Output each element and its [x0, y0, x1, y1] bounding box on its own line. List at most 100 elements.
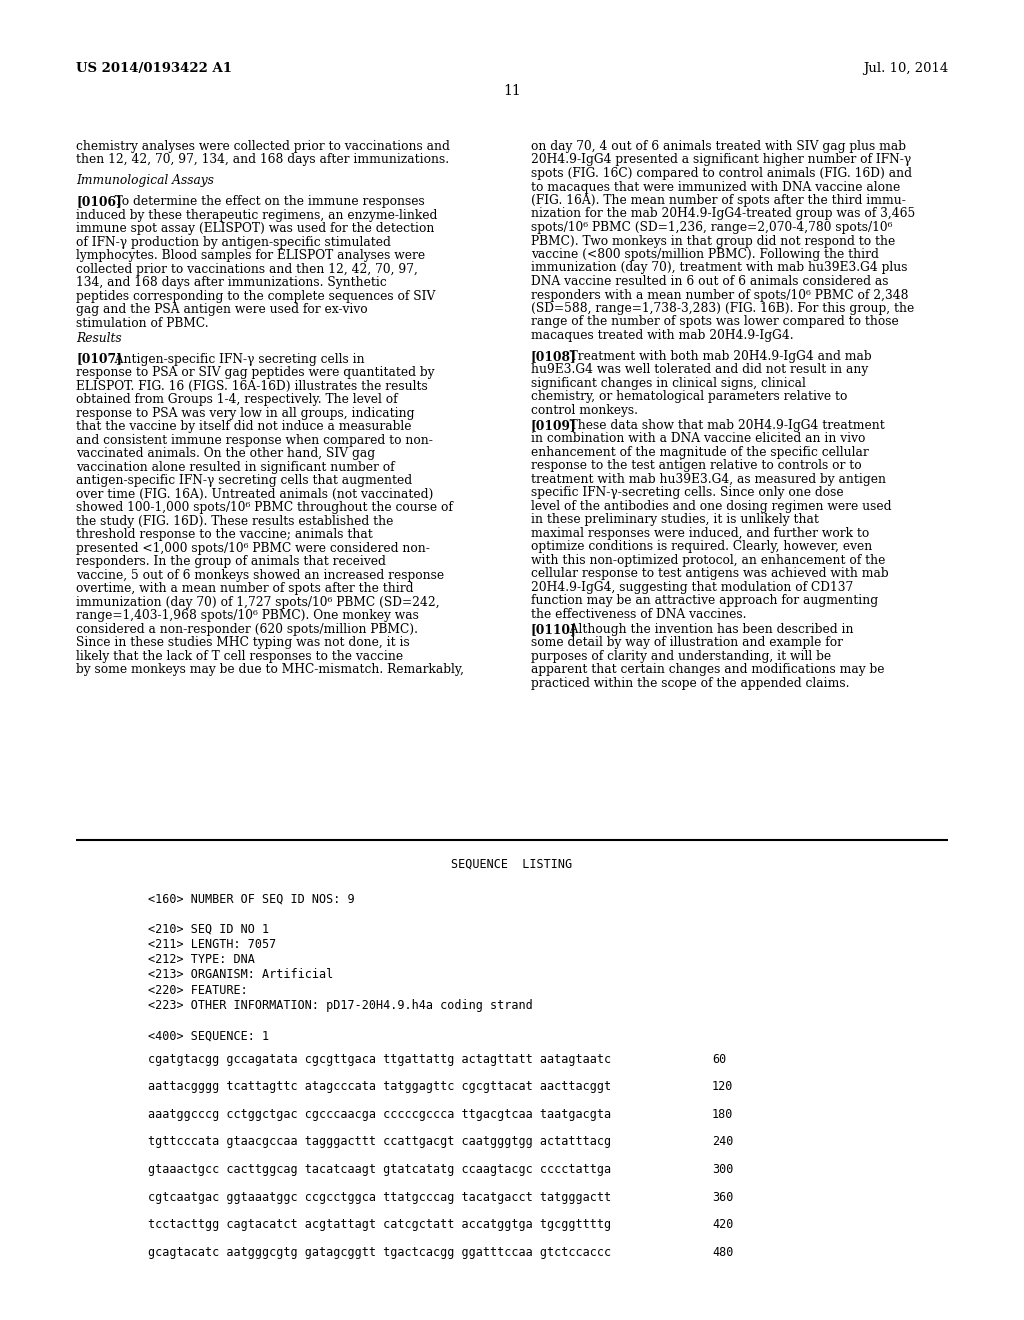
- Text: <210> SEQ ID NO 1: <210> SEQ ID NO 1: [148, 923, 269, 936]
- Text: 134, and 168 days after immunizations. Synthetic: 134, and 168 days after immunizations. S…: [76, 276, 387, 289]
- Text: [0107]: [0107]: [76, 352, 122, 366]
- Text: cgtcaatgac ggtaaatggc ccgcctggca ttatgcccag tacatgacct tatgggactt: cgtcaatgac ggtaaatggc ccgcctggca ttatgcc…: [148, 1191, 611, 1204]
- Text: in these preliminary studies, it is unlikely that: in these preliminary studies, it is unli…: [531, 513, 819, 527]
- Text: immunization (day 70), treatment with mab hu39E3.G4 plus: immunization (day 70), treatment with ma…: [531, 261, 907, 275]
- Text: chemistry analyses were collected prior to vaccinations and: chemistry analyses were collected prior …: [76, 140, 450, 153]
- Text: 420: 420: [712, 1218, 733, 1232]
- Text: PBMC). Two monkeys in that group did not respond to the: PBMC). Two monkeys in that group did not…: [531, 235, 895, 248]
- Text: presented <1,000 spots/10⁶ PBMC were considered non-: presented <1,000 spots/10⁶ PBMC were con…: [76, 541, 430, 554]
- Text: 60: 60: [712, 1052, 726, 1065]
- Text: 480: 480: [712, 1246, 733, 1259]
- Text: the effectiveness of DNA vaccines.: the effectiveness of DNA vaccines.: [531, 607, 746, 620]
- Text: over time (FIG. 16A). Untreated animals (not vaccinated): over time (FIG. 16A). Untreated animals …: [76, 487, 433, 500]
- Text: level of the antibodies and one dosing regimen were used: level of the antibodies and one dosing r…: [531, 500, 892, 512]
- Text: 20H4.9-IgG4 presented a significant higher number of IFN-γ: 20H4.9-IgG4 presented a significant high…: [531, 153, 911, 166]
- Text: peptides corresponding to the complete sequences of SIV: peptides corresponding to the complete s…: [76, 290, 435, 302]
- Text: (SD=588, range=1,738-3,283) (FIG. 16B). For this group, the: (SD=588, range=1,738-3,283) (FIG. 16B). …: [531, 302, 914, 315]
- Text: 180: 180: [712, 1107, 733, 1121]
- Text: antigen-specific IFN-γ secreting cells that augmented: antigen-specific IFN-γ secreting cells t…: [76, 474, 412, 487]
- Text: 11: 11: [503, 84, 521, 98]
- Text: Results: Results: [76, 331, 122, 345]
- Text: Although the invention has been described in: Although the invention has been describe…: [558, 623, 854, 636]
- Text: immune spot assay (ELISPOT) was used for the detection: immune spot assay (ELISPOT) was used for…: [76, 222, 434, 235]
- Text: ELISPOT. FIG. 16 (FIGS. 16A-16D) illustrates the results: ELISPOT. FIG. 16 (FIGS. 16A-16D) illustr…: [76, 380, 428, 392]
- Text: threshold response to the vaccine; animals that: threshold response to the vaccine; anima…: [76, 528, 373, 541]
- Text: nization for the mab 20H4.9-IgG4-treated group was of 3,465: nization for the mab 20H4.9-IgG4-treated…: [531, 207, 915, 220]
- Text: <160> NUMBER OF SEQ ID NOS: 9: <160> NUMBER OF SEQ ID NOS: 9: [148, 892, 354, 906]
- Text: <211> LENGTH: 7057: <211> LENGTH: 7057: [148, 939, 276, 950]
- Text: To determine the effect on the immune responses: To determine the effect on the immune re…: [103, 195, 425, 209]
- Text: gtaaactgcc cacttggcag tacatcaagt gtatcatatg ccaagtacgc cccctattga: gtaaactgcc cacttggcag tacatcaagt gtatcat…: [148, 1163, 611, 1176]
- Text: practiced within the scope of the appended claims.: practiced within the scope of the append…: [531, 677, 850, 689]
- Text: macaques treated with mab 20H4.9-IgG4.: macaques treated with mab 20H4.9-IgG4.: [531, 329, 794, 342]
- Text: immunization (day 70) of 1,727 spots/10⁶ PBMC (SD=242,: immunization (day 70) of 1,727 spots/10⁶…: [76, 595, 439, 609]
- Text: likely that the lack of T cell responses to the vaccine: likely that the lack of T cell responses…: [76, 649, 403, 663]
- Text: then 12, 42, 70, 97, 134, and 168 days after immunizations.: then 12, 42, 70, 97, 134, and 168 days a…: [76, 153, 450, 166]
- Text: the study (FIG. 16D). These results established the: the study (FIG. 16D). These results esta…: [76, 515, 393, 528]
- Text: These data show that mab 20H4.9-IgG4 treatment: These data show that mab 20H4.9-IgG4 tre…: [558, 418, 885, 432]
- Text: vaccine (<800 spots/million PBMC). Following the third: vaccine (<800 spots/million PBMC). Follo…: [531, 248, 879, 261]
- Text: spots (FIG. 16C) compared to control animals (FIG. 16D) and: spots (FIG. 16C) compared to control ani…: [531, 168, 912, 180]
- Text: cellular response to test antigens was achieved with mab: cellular response to test antigens was a…: [531, 568, 889, 581]
- Text: Jul. 10, 2014: Jul. 10, 2014: [863, 62, 948, 75]
- Text: overtime, with a mean number of spots after the third: overtime, with a mean number of spots af…: [76, 582, 414, 595]
- Text: significant changes in clinical signs, clinical: significant changes in clinical signs, c…: [531, 378, 806, 389]
- Text: induced by these therapeutic regimens, an enzyme-linked: induced by these therapeutic regimens, a…: [76, 209, 437, 222]
- Text: maximal responses were induced, and further work to: maximal responses were induced, and furt…: [531, 527, 869, 540]
- Text: Treatment with both mab 20H4.9-IgG4 and mab: Treatment with both mab 20H4.9-IgG4 and …: [558, 350, 872, 363]
- Text: Antigen-specific IFN-γ secreting cells in: Antigen-specific IFN-γ secreting cells i…: [103, 352, 366, 366]
- Text: chemistry, or hematological parameters relative to: chemistry, or hematological parameters r…: [531, 391, 848, 404]
- Text: spots/10⁶ PBMC (SD=1,236, range=2,070-4,780 spots/10⁶: spots/10⁶ PBMC (SD=1,236, range=2,070-4,…: [531, 220, 893, 234]
- Text: gag and the PSA antigen were used for ex-vivo: gag and the PSA antigen were used for ex…: [76, 304, 368, 317]
- Text: control monkeys.: control monkeys.: [531, 404, 638, 417]
- Text: on day 70, 4 out of 6 animals treated with SIV gag plus mab: on day 70, 4 out of 6 animals treated wi…: [531, 140, 906, 153]
- Text: treatment with mab hu39E3.G4, as measured by antigen: treatment with mab hu39E3.G4, as measure…: [531, 473, 886, 486]
- Text: in combination with a DNA vaccine elicited an in vivo: in combination with a DNA vaccine elicit…: [531, 432, 865, 445]
- Text: hu9E3.G4 was well tolerated and did not result in any: hu9E3.G4 was well tolerated and did not …: [531, 363, 868, 376]
- Text: responders. In the group of animals that received: responders. In the group of animals that…: [76, 556, 386, 568]
- Text: considered a non-responder (620 spots/million PBMC).: considered a non-responder (620 spots/mi…: [76, 623, 418, 636]
- Text: stimulation of PBMC.: stimulation of PBMC.: [76, 317, 209, 330]
- Text: response to the test antigen relative to controls or to: response to the test antigen relative to…: [531, 459, 861, 473]
- Text: DNA vaccine resulted in 6 out of 6 animals considered as: DNA vaccine resulted in 6 out of 6 anima…: [531, 275, 889, 288]
- Text: aattacgggg tcattagttc atagcccata tatggagttc cgcgttacat aacttacggt: aattacgggg tcattagttc atagcccata tatggag…: [148, 1080, 611, 1093]
- Text: <212> TYPE: DNA: <212> TYPE: DNA: [148, 953, 255, 966]
- Text: [0106]: [0106]: [76, 195, 122, 209]
- Text: [0110]: [0110]: [531, 623, 577, 636]
- Text: function may be an attractive approach for augmenting: function may be an attractive approach f…: [531, 594, 879, 607]
- Text: purposes of clarity and understanding, it will be: purposes of clarity and understanding, i…: [531, 649, 831, 663]
- Text: [0108]: [0108]: [531, 350, 577, 363]
- Text: <220> FEATURE:: <220> FEATURE:: [148, 983, 248, 997]
- Text: lymphocytes. Blood samples for ELISPOT analyses were: lymphocytes. Blood samples for ELISPOT a…: [76, 249, 425, 263]
- Text: that the vaccine by itself did not induce a measurable: that the vaccine by itself did not induc…: [76, 420, 412, 433]
- Text: <213> ORGANISM: Artificial: <213> ORGANISM: Artificial: [148, 969, 333, 981]
- Text: by some monkeys may be due to MHC-mismatch. Remarkably,: by some monkeys may be due to MHC-mismat…: [76, 663, 464, 676]
- Text: Immunological Assays: Immunological Assays: [76, 174, 214, 187]
- Text: enhancement of the magnitude of the specific cellular: enhancement of the magnitude of the spec…: [531, 446, 868, 459]
- Text: vaccination alone resulted in significant number of: vaccination alone resulted in significan…: [76, 461, 394, 474]
- Text: 120: 120: [712, 1080, 733, 1093]
- Text: aaatggcccg cctggctgac cgcccaacga cccccgccca ttgacgtcaa taatgacgta: aaatggcccg cctggctgac cgcccaacga cccccgc…: [148, 1107, 611, 1121]
- Text: showed 100-1,000 spots/10⁶ PBMC throughout the course of: showed 100-1,000 spots/10⁶ PBMC througho…: [76, 502, 453, 513]
- Text: <223> OTHER INFORMATION: pD17-20H4.9.h4a coding strand: <223> OTHER INFORMATION: pD17-20H4.9.h4a…: [148, 999, 532, 1011]
- Text: Since in these studies MHC typing was not done, it is: Since in these studies MHC typing was no…: [76, 636, 410, 649]
- Text: gcagtacatc aatgggcgtg gatagcggtt tgactcacgg ggatttccaa gtctccaccc: gcagtacatc aatgggcgtg gatagcggtt tgactca…: [148, 1246, 611, 1259]
- Text: tgttcccata gtaacgccaa tagggacttt ccattgacgt caatgggtgg actatttacg: tgttcccata gtaacgccaa tagggacttt ccattga…: [148, 1135, 611, 1148]
- Text: to macaques that were immunized with DNA vaccine alone: to macaques that were immunized with DNA…: [531, 181, 900, 194]
- Text: with this non-optimized protocol, an enhancement of the: with this non-optimized protocol, an enh…: [531, 554, 886, 566]
- Text: and consistent immune response when compared to non-: and consistent immune response when comp…: [76, 434, 433, 446]
- Text: range=1,403-1,968 spots/10⁶ PBMC). One monkey was: range=1,403-1,968 spots/10⁶ PBMC). One m…: [76, 609, 419, 622]
- Text: 360: 360: [712, 1191, 733, 1204]
- Text: apparent that certain changes and modifications may be: apparent that certain changes and modifi…: [531, 663, 885, 676]
- Text: [0109]: [0109]: [531, 418, 577, 432]
- Text: some detail by way of illustration and example for: some detail by way of illustration and e…: [531, 636, 843, 649]
- Text: vaccinated animals. On the other hand, SIV gag: vaccinated animals. On the other hand, S…: [76, 447, 375, 461]
- Text: <400> SEQUENCE: 1: <400> SEQUENCE: 1: [148, 1030, 269, 1041]
- Text: 20H4.9-IgG4, suggesting that modulation of CD137: 20H4.9-IgG4, suggesting that modulation …: [531, 581, 853, 594]
- Text: (FIG. 16A). The mean number of spots after the third immu-: (FIG. 16A). The mean number of spots aft…: [531, 194, 906, 207]
- Text: specific IFN-γ-secreting cells. Since only one dose: specific IFN-γ-secreting cells. Since on…: [531, 486, 844, 499]
- Text: responders with a mean number of spots/10⁶ PBMC of 2,348: responders with a mean number of spots/1…: [531, 289, 908, 301]
- Text: optimize conditions is required. Clearly, however, even: optimize conditions is required. Clearly…: [531, 540, 872, 553]
- Text: vaccine, 5 out of 6 monkeys showed an increased response: vaccine, 5 out of 6 monkeys showed an in…: [76, 569, 444, 582]
- Text: of IFN-γ production by antigen-specific stimulated: of IFN-γ production by antigen-specific …: [76, 236, 391, 249]
